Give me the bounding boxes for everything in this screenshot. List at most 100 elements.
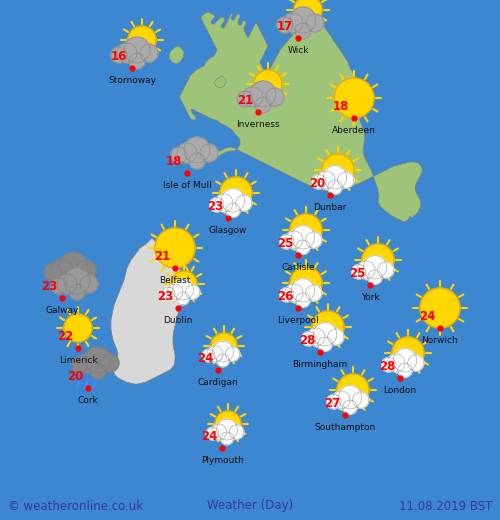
Circle shape [206,427,219,440]
Circle shape [343,400,357,414]
Circle shape [90,363,106,379]
Circle shape [215,194,233,212]
Text: Weather (Day): Weather (Day) [207,500,293,513]
Circle shape [254,70,282,98]
Circle shape [64,314,92,342]
Text: 21: 21 [237,94,253,107]
Circle shape [326,395,341,409]
Circle shape [255,97,271,113]
Text: Dunbar: Dunbar [314,203,346,212]
Circle shape [290,7,316,33]
Circle shape [128,26,156,54]
Circle shape [129,53,145,69]
Circle shape [378,262,394,278]
Text: 24: 24 [200,430,217,443]
Circle shape [250,81,276,107]
Circle shape [76,260,96,280]
Circle shape [215,411,241,437]
Circle shape [352,392,369,408]
Circle shape [306,232,322,248]
Circle shape [216,419,238,440]
Text: 23: 23 [207,200,223,213]
Circle shape [222,189,244,212]
Circle shape [283,13,303,33]
Circle shape [237,91,253,107]
Circle shape [277,17,293,33]
Circle shape [294,0,322,24]
Circle shape [322,154,354,186]
Circle shape [280,288,294,302]
Circle shape [72,357,88,373]
Polygon shape [180,12,422,222]
Text: 24: 24 [196,352,213,365]
Circle shape [186,285,200,299]
Circle shape [236,195,252,211]
Circle shape [266,88,284,106]
Circle shape [394,348,416,372]
Text: Wick: Wick [287,46,309,55]
Circle shape [171,147,187,163]
Circle shape [220,432,234,445]
Circle shape [220,177,252,209]
Circle shape [51,278,67,294]
Circle shape [184,137,210,163]
Circle shape [285,284,303,302]
Circle shape [69,284,85,300]
Text: 20: 20 [67,370,83,383]
Circle shape [292,279,314,302]
Circle shape [171,271,197,297]
Circle shape [398,363,412,378]
Circle shape [101,354,119,372]
Circle shape [292,226,314,249]
Polygon shape [111,238,181,384]
Circle shape [387,354,405,372]
Circle shape [324,165,346,189]
Circle shape [230,425,244,439]
Circle shape [332,391,350,409]
Circle shape [64,268,90,294]
Text: Liverpool: Liverpool [277,316,319,325]
Circle shape [337,374,369,406]
Text: 23: 23 [41,280,57,293]
Circle shape [243,87,263,107]
Circle shape [78,353,98,373]
Circle shape [155,228,195,268]
Circle shape [124,37,150,63]
Circle shape [172,279,194,300]
Text: Glasgow: Glasgow [209,226,247,235]
Circle shape [318,337,332,352]
Circle shape [162,287,175,300]
Circle shape [207,346,223,362]
Text: 23: 23 [157,290,173,303]
Circle shape [51,259,73,281]
Circle shape [58,252,87,281]
Text: Stornoway: Stornoway [108,76,156,85]
Text: York: York [360,293,380,302]
Circle shape [211,333,237,359]
Circle shape [328,180,342,194]
Text: 18: 18 [166,155,182,168]
Circle shape [317,171,335,189]
Text: 21: 21 [154,250,170,263]
Text: 16: 16 [110,50,127,63]
Text: 24: 24 [418,310,435,323]
Circle shape [210,198,224,212]
Circle shape [295,23,311,39]
Text: Southampton: Southampton [314,423,376,432]
Circle shape [202,349,215,362]
Circle shape [302,332,316,346]
Text: Inverness: Inverness [236,120,280,129]
Text: Birmingham: Birmingham [292,360,348,369]
Circle shape [211,424,227,440]
Text: 17: 17 [277,20,293,33]
Circle shape [392,337,424,369]
Text: Galway: Galway [46,306,78,315]
Text: 27: 27 [324,397,340,410]
Circle shape [362,244,394,276]
Circle shape [296,293,310,307]
Circle shape [306,14,324,32]
Circle shape [85,347,111,373]
Circle shape [364,256,386,279]
Text: Limerick: Limerick [58,356,98,365]
Circle shape [382,358,396,372]
